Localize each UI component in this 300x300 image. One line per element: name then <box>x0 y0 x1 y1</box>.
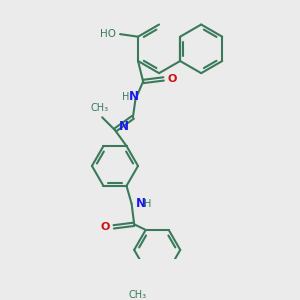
Text: O: O <box>100 222 110 232</box>
Text: O: O <box>167 74 177 84</box>
Text: H: H <box>144 199 152 209</box>
Text: N: N <box>136 197 146 210</box>
Text: HO: HO <box>100 29 116 39</box>
Text: N: N <box>119 120 129 133</box>
Text: CH₃: CH₃ <box>129 290 147 300</box>
Text: H: H <box>122 92 129 102</box>
Text: N: N <box>129 90 139 103</box>
Text: CH₃: CH₃ <box>91 103 109 113</box>
